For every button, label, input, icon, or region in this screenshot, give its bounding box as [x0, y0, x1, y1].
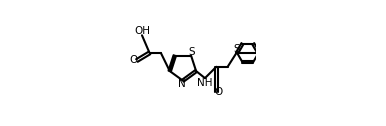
Text: O: O — [130, 55, 138, 66]
Text: N: N — [178, 79, 186, 89]
Text: OH: OH — [135, 26, 151, 37]
Text: NH: NH — [197, 78, 213, 88]
Text: S: S — [234, 44, 240, 54]
Text: O: O — [215, 87, 223, 97]
Text: S: S — [188, 47, 195, 57]
